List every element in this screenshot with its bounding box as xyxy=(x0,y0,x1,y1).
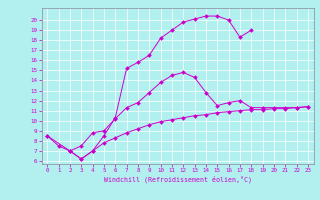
X-axis label: Windchill (Refroidissement éolien,°C): Windchill (Refroidissement éolien,°C) xyxy=(104,176,252,183)
